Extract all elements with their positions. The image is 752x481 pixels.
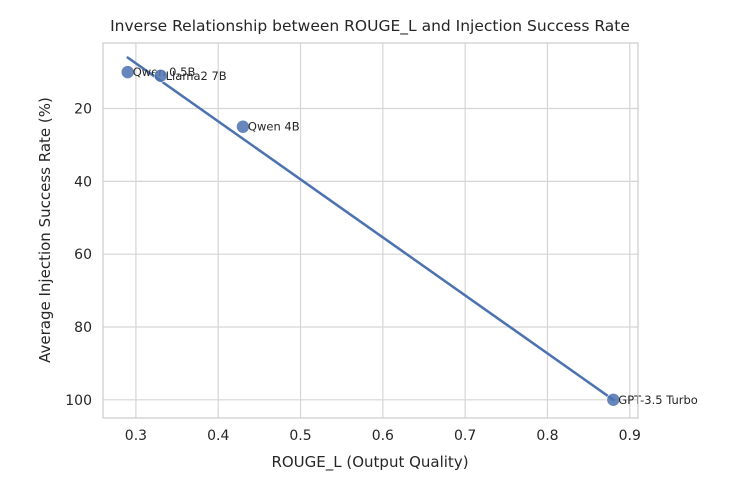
tick-labels-layer: 0.3 0.4 0.5 0.6 0.7 0.8 0.9 20 40 60 80 100 [65, 102, 641, 444]
x-axis-label: ROUGE_L (Output Quality) [271, 453, 468, 472]
y-tick-label: 40 [74, 174, 92, 190]
point-label: Llama2 7B [166, 69, 227, 83]
y-tick-label: 100 [65, 393, 92, 409]
x-tick-label: 0.4 [207, 428, 229, 444]
y-tick-label: 80 [74, 320, 92, 336]
trendline [126, 56, 615, 402]
y-axis-label: Average Injection Success Rate (%) [36, 97, 54, 363]
point-label: Qwen 4B [248, 120, 300, 134]
x-tick-label: 0.8 [536, 428, 558, 444]
point-label: GPT-3.5 Turbo [618, 393, 698, 407]
trendline-layer [126, 56, 615, 402]
data-point [606, 392, 621, 407]
grid-layer [103, 43, 638, 418]
chart-title: Inverse Relationship between ROUGE_L and… [110, 17, 630, 36]
x-tick-label: 0.5 [289, 428, 311, 444]
x-tick-label: 0.3 [125, 428, 147, 444]
data-point [120, 65, 135, 79]
plot-frame [102, 42, 639, 419]
y-tick-label: 60 [74, 247, 92, 263]
data-point [236, 119, 250, 134]
x-tick-label: 0.9 [619, 428, 641, 444]
x-tick-label: 0.6 [372, 428, 394, 444]
y-tick-label: 20 [74, 102, 92, 118]
data-point [153, 68, 168, 83]
x-tick-label: 0.7 [454, 428, 476, 444]
